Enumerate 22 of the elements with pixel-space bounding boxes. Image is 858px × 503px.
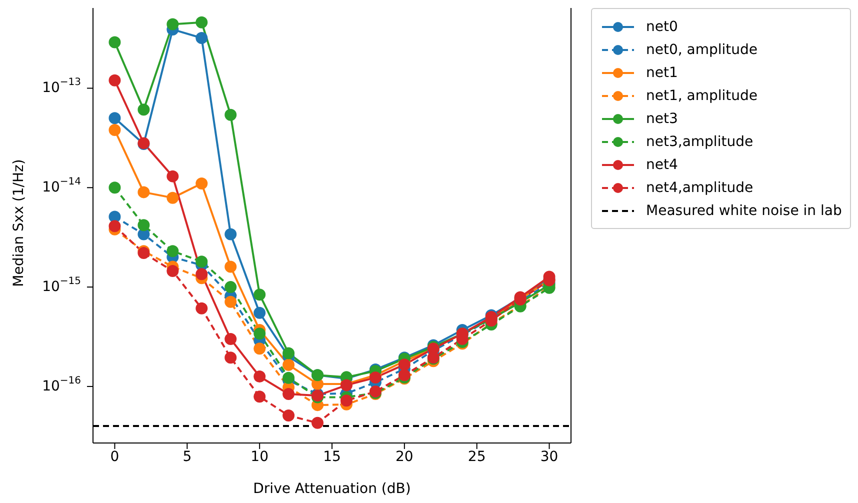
x-axis-title: Drive Attenuation (dB) xyxy=(253,481,411,497)
y-tick-label: 10$^{−15}$ xyxy=(42,276,81,296)
legend-label: net0, amplitude xyxy=(646,42,758,58)
y-tick-label: 10$^{−14}$ xyxy=(42,176,81,196)
legend-label: net4,amplitude xyxy=(646,180,754,196)
x-tick-label: 20 xyxy=(396,448,414,465)
legend-label: Measured white noise in lab xyxy=(646,202,842,218)
x-tick-label: 30 xyxy=(540,448,558,465)
legend-label: net1 xyxy=(646,64,678,80)
x-tick-label: 10 xyxy=(250,448,268,465)
legend-label: net4 xyxy=(646,156,678,172)
legend-label: net3,amplitude xyxy=(646,134,754,150)
x-tick-label: 5 xyxy=(182,448,192,465)
legend-label: net1, amplitude xyxy=(646,88,758,104)
x-tick-label: 25 xyxy=(468,448,486,465)
legend-label: net0 xyxy=(646,18,678,34)
x-tick-label: 0 xyxy=(110,448,120,465)
legend-label: net3 xyxy=(646,110,678,126)
y-tick-label: 10$^{−16}$ xyxy=(42,375,81,394)
y-tick-label: 10$^{−13}$ xyxy=(42,77,81,96)
y-axis-title: Median Sxx (1/Hz) xyxy=(10,159,27,287)
x-tick-label: 15 xyxy=(323,448,341,465)
